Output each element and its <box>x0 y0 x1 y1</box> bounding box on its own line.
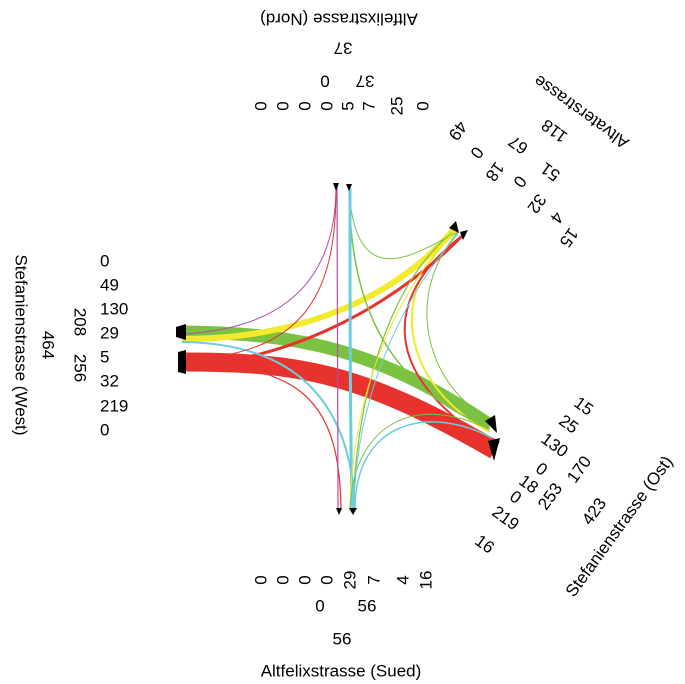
ost-flow-1: 16 <box>471 531 497 557</box>
flow-sued-to-west <box>181 341 356 511</box>
ost-flow-7: 25 <box>555 411 581 437</box>
west-cap-upper <box>176 324 186 340</box>
west-cap-lower <box>178 350 186 374</box>
altvater-arm-name: Altvaterstrasse <box>530 71 632 152</box>
west-flow-8: 0 <box>100 420 109 439</box>
flow-nord-to-west <box>181 185 337 335</box>
altvater-total: 118 <box>538 115 571 146</box>
sued-flow-8: 16 <box>416 571 435 590</box>
ost-cap-upper <box>485 415 497 433</box>
arm-west: Stefanienstrasse (West) 464 208 256 0 49… <box>12 251 129 439</box>
sued-flow-7: 4 <box>393 575 412 584</box>
ost-cap-lower <box>488 438 500 461</box>
arm-ost: Stefanienstrasse (Ost) 423 253 170 16 21… <box>471 393 676 600</box>
ost-total: 423 <box>578 494 610 528</box>
nord-flow-2: 0 <box>273 101 292 110</box>
arm-caps <box>176 183 500 515</box>
nord-flow-8: 0 <box>413 101 432 110</box>
sued-flow-3: 0 <box>295 575 314 584</box>
flow-altvater-to-ost <box>410 232 491 433</box>
sued-flow-5: 29 <box>340 571 359 590</box>
altvater-flow-5: 32 <box>524 190 550 216</box>
altvater-cap-left <box>449 221 459 233</box>
flow-altvater-to-ost-green <box>426 231 493 421</box>
sued-flow-6: 7 <box>364 575 383 584</box>
altvater-cap-right <box>460 230 468 240</box>
west-subtotal-2: 256 <box>71 354 90 382</box>
sued-cap-right <box>349 508 357 515</box>
altvater-flow-1: 49 <box>445 117 471 143</box>
west-total: 464 <box>39 331 58 359</box>
sued-flow-2: 0 <box>273 575 292 584</box>
arm-altvater: Altvaterstrasse 118 67 51 49 0 18 0 32 4… <box>445 71 633 251</box>
west-flow-6: 32 <box>100 371 119 390</box>
west-flow-3: 130 <box>100 299 128 318</box>
west-flow-5: 5 <box>100 347 109 366</box>
nord-flow-1: 0 <box>251 101 270 110</box>
nord-flow-6: 7 <box>359 101 378 110</box>
altvater-flow-4: 0 <box>509 172 530 191</box>
west-flow-7: 219 <box>100 396 128 415</box>
arm-sued: Altfelixstrasse (Sued) 56 0 56 0 0 0 0 2… <box>251 571 435 681</box>
altvater-flow-6: 4 <box>546 208 567 227</box>
west-arm-name: Stefanienstrasse (West) <box>12 254 31 435</box>
nord-flow-4: 0 <box>317 101 336 110</box>
west-flow-4: 29 <box>100 323 119 342</box>
altvater-subtotal-1: 67 <box>505 132 531 158</box>
altvater-flow-7: 15 <box>556 224 582 250</box>
nord-subtotal-1: 0 <box>320 72 329 91</box>
flow-sued-to-altvater <box>353 233 459 511</box>
altvater-flow-2: 0 <box>466 143 487 162</box>
nord-flow-3: 0 <box>295 101 314 110</box>
nord-subtotal-2: 37 <box>356 72 375 91</box>
nord-flow-5: 5 <box>338 101 357 110</box>
ost-flow-2: 219 <box>489 502 523 534</box>
flow-ost-to-sued <box>349 413 491 511</box>
sued-subtotal-2: 56 <box>358 596 377 615</box>
flow-altvater-to-sued <box>352 231 454 511</box>
flow-sued-to-nord <box>348 187 354 511</box>
west-subtotal-1: 208 <box>71 308 90 336</box>
flow-sued-to-ost <box>354 421 493 511</box>
flow-west-to-nord <box>181 189 337 361</box>
nord-arm-name: Altfelixstrasse (Nord) <box>260 10 418 29</box>
flow-nord-curve <box>348 187 459 260</box>
sued-total: 56 <box>333 629 352 648</box>
sued-cap-left <box>336 508 342 515</box>
sued-flow-1: 0 <box>251 575 270 584</box>
nord-cap-right <box>346 184 352 191</box>
sued-subtotal-1: 0 <box>315 596 324 615</box>
arm-nord: Altfelixstrasse (Nord) 37 0 37 0 0 0 0 5… <box>251 10 432 116</box>
nord-cap-left <box>333 183 339 191</box>
flow-ribbons <box>181 185 500 511</box>
flow-ost-to-west <box>181 325 494 431</box>
flow-altvater-to-sued-yellow <box>349 229 456 511</box>
sued-arm-name: Altfelixstrasse (Sued) <box>261 661 422 680</box>
nord-flow-7: 25 <box>387 97 406 116</box>
sued-flow-4: 0 <box>317 575 336 584</box>
altvater-flow-3: 18 <box>482 158 508 184</box>
west-flow-1: 0 <box>100 251 109 270</box>
west-flow-2: 49 <box>100 275 119 294</box>
nord-total: 37 <box>334 39 353 58</box>
flow-nord-to-sued <box>336 185 339 511</box>
altvater-subtotal-2: 51 <box>537 159 563 185</box>
ost-subtotal-2: 170 <box>563 452 595 486</box>
flow-west-to-sued <box>181 363 342 511</box>
